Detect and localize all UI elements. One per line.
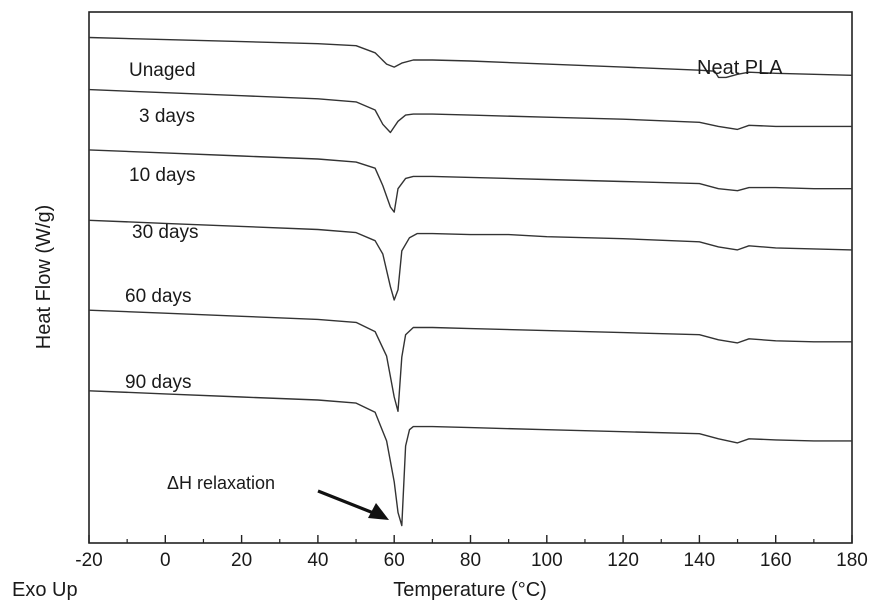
chart-title: Neat PLA — [697, 57, 783, 79]
exo-up-label: Exo Up — [12, 579, 78, 601]
x-tick-label: -20 — [75, 550, 102, 571]
series-label-1: Unaged — [129, 60, 196, 81]
series-line-6 — [88, 390, 852, 527]
x-tick-label: 140 — [684, 550, 716, 571]
plot-frame — [88, 11, 853, 544]
annotation-label: ΔH relaxation — [167, 473, 275, 493]
y-axis-title: Heat Flow (W/g) — [33, 205, 55, 349]
x-tick-label: 180 — [836, 550, 868, 571]
x-tick-label: 100 — [531, 550, 563, 571]
x-tick-label: 60 — [384, 550, 405, 571]
x-tick-label: 80 — [460, 550, 481, 571]
x-tick-label: 120 — [607, 550, 639, 571]
series-line-1 — [88, 36, 853, 79]
series-label-layer: Unaged 3 days 10 days 30 days 60 days 90 days — [125, 60, 199, 393]
x-tick-label: 40 — [307, 550, 328, 571]
series-line-2 — [88, 88, 852, 134]
series-line-4 — [88, 219, 853, 301]
series-line-5 — [88, 309, 852, 412]
series-line-3 — [88, 149, 852, 213]
x-axis-title: Temperature (°C) — [393, 579, 547, 601]
series-label-2: 3 days — [139, 106, 195, 127]
x-tick-label: 0 — [160, 550, 171, 571]
series-label-4: 30 days — [132, 222, 199, 243]
x-tick-layer: -20 0 20 40 60 80 100 120 140 160 180 — [75, 535, 868, 571]
series-label-3: 10 days — [129, 165, 196, 186]
series-layer — [88, 36, 853, 527]
series-label-5: 60 days — [125, 286, 192, 307]
x-tick-label: 20 — [231, 550, 252, 571]
x-tick-label: 160 — [760, 550, 792, 571]
series-label-6: 90 days — [125, 372, 192, 393]
annotation-arrow — [317, 489, 389, 520]
